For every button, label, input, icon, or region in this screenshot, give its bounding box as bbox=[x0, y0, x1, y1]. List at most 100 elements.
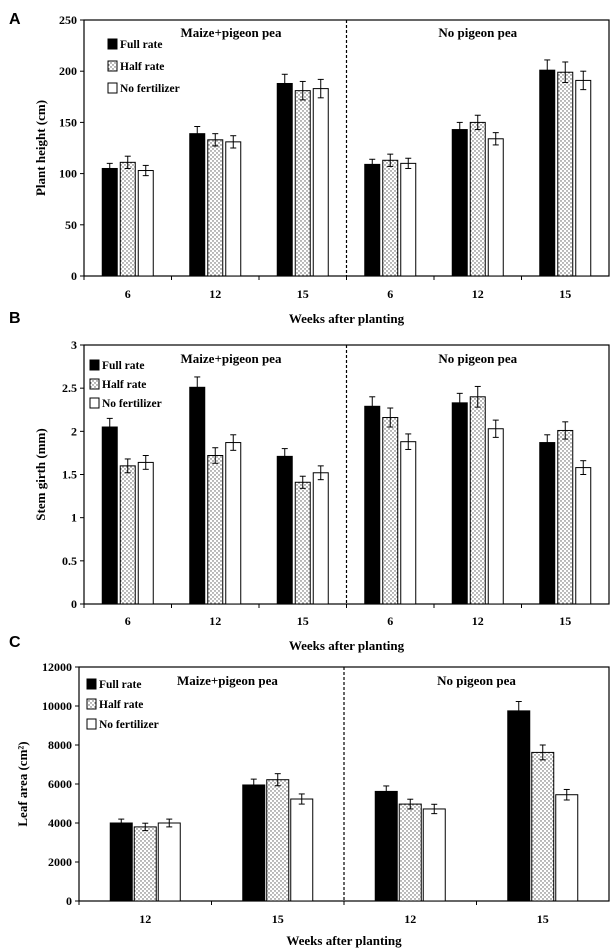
legend-label: Full rate bbox=[120, 39, 162, 51]
bar-no-fertilizer bbox=[137, 461, 154, 605]
y-tick-label: 4000 bbox=[48, 816, 72, 830]
legend-label: No fertilizer bbox=[99, 719, 159, 731]
panel-c: C 0 2000 4000 6000 8000 10000 12000 Leaf area (c… bbox=[9, 634, 610, 948]
bar-full-rate bbox=[109, 822, 133, 902]
y-tick-label: 200 bbox=[59, 64, 77, 78]
x-tick-label: 6 bbox=[125, 614, 131, 628]
y-tick-label: 2 bbox=[71, 424, 77, 438]
x-axis-title: Weeks after planting bbox=[289, 311, 405, 326]
x-tick-label: 6 bbox=[125, 287, 131, 301]
bar-half-rate bbox=[557, 429, 574, 605]
bar-full-rate bbox=[507, 710, 531, 902]
group-title: Maize+pigeon pea bbox=[181, 25, 282, 40]
bar-no-fertilizer bbox=[487, 138, 504, 277]
bar-no-fertilizer bbox=[487, 428, 504, 605]
bar-full-rate bbox=[101, 167, 118, 277]
bar-no-fertilizer bbox=[400, 441, 417, 605]
panel-letter: B bbox=[9, 310, 21, 327]
bar-full-rate bbox=[539, 69, 556, 277]
bar-no-fertilizer bbox=[312, 88, 329, 277]
bar-no-fertilizer bbox=[575, 467, 592, 605]
legend-label: Half rate bbox=[102, 379, 146, 391]
x-tick-label: 15 bbox=[297, 614, 309, 628]
x-tick-label: 6 bbox=[387, 614, 393, 628]
bar-full-rate bbox=[189, 386, 206, 605]
y-tick-label: 1.5 bbox=[62, 468, 77, 482]
legend-label: No fertilizer bbox=[102, 398, 162, 410]
group-title: No pigeon pea bbox=[437, 673, 516, 688]
legend-label: No fertilizer bbox=[120, 83, 180, 95]
bar-half-rate bbox=[294, 481, 311, 605]
bar-half-rate bbox=[469, 121, 486, 277]
bar-no-fertilizer bbox=[400, 162, 417, 277]
bar-full-rate bbox=[451, 129, 468, 277]
bar-half-rate bbox=[557, 71, 574, 277]
bar-no-fertilizer bbox=[575, 79, 592, 277]
bar-half-rate bbox=[469, 396, 486, 605]
panel-b: B 0 0.5 1 1.5 2 2.5 3 Stem girth (mm) Weeks after… bbox=[9, 310, 610, 653]
y-axis-title: Stem girth (mm) bbox=[33, 428, 48, 520]
group-title: Maize+pigeon pea bbox=[177, 673, 278, 688]
legend-label: Half rate bbox=[120, 61, 164, 73]
bar-half-rate bbox=[207, 455, 224, 605]
y-tick-label: 100 bbox=[59, 167, 77, 181]
bar-half-rate bbox=[119, 161, 136, 277]
legend-swatch bbox=[107, 38, 118, 50]
x-tick-label: 12 bbox=[472, 614, 484, 628]
legend-swatch bbox=[86, 718, 97, 730]
bar-no-fertilizer bbox=[157, 822, 181, 902]
bar-half-rate bbox=[398, 803, 422, 902]
y-tick-label: 50 bbox=[65, 218, 77, 232]
bar-half-rate bbox=[382, 159, 399, 277]
legend-swatch bbox=[89, 359, 100, 371]
legend-label: Full rate bbox=[99, 679, 141, 691]
bar-full-rate bbox=[539, 442, 556, 605]
y-tick-label: 10000 bbox=[42, 699, 72, 713]
bar-full-rate bbox=[374, 790, 398, 902]
legend-swatch bbox=[89, 378, 100, 390]
bar-half-rate bbox=[266, 779, 290, 902]
x-tick-label: 12 bbox=[404, 912, 416, 926]
y-tick-label: 2000 bbox=[48, 855, 72, 869]
bar-half-rate bbox=[294, 90, 311, 277]
x-tick-label: 15 bbox=[272, 912, 284, 926]
bar-no-fertilizer bbox=[290, 798, 314, 902]
legend-swatch bbox=[89, 397, 100, 409]
x-tick-label: 15 bbox=[559, 287, 571, 301]
bar-no-fertilizer bbox=[225, 442, 242, 605]
x-tick-label: 12 bbox=[472, 287, 484, 301]
bar-no-fertilizer bbox=[312, 472, 329, 605]
bar-half-rate bbox=[382, 417, 399, 605]
y-tick-label: 1 bbox=[71, 511, 77, 525]
x-axis-title: Weeks after planting bbox=[286, 933, 402, 948]
bar-full-rate bbox=[276, 455, 293, 605]
y-tick-label: 8000 bbox=[48, 738, 72, 752]
panel-letter: A bbox=[9, 11, 21, 28]
group-title: No pigeon pea bbox=[438, 351, 517, 366]
bar-full-rate bbox=[189, 133, 206, 277]
x-axis-title: Weeks after planting bbox=[289, 638, 405, 653]
group-title: Maize+pigeon pea bbox=[181, 351, 282, 366]
legend-swatch bbox=[107, 60, 118, 72]
panel-a: A 0 50 100 150 200 250 Plant height (cm) Weeks a… bbox=[9, 11, 610, 326]
y-tick-label: 6000 bbox=[48, 777, 72, 791]
y-tick-label: 0 bbox=[66, 894, 72, 908]
bar-full-rate bbox=[276, 82, 293, 277]
legend-label: Full rate bbox=[102, 360, 144, 372]
x-tick-label: 6 bbox=[387, 287, 393, 301]
legend-swatch bbox=[107, 82, 118, 94]
bar-no-fertilizer bbox=[555, 794, 579, 902]
x-tick-label: 12 bbox=[209, 287, 221, 301]
legend-swatch bbox=[86, 698, 97, 710]
x-tick-label: 15 bbox=[297, 287, 309, 301]
y-axis-title: Leaf area (cm²) bbox=[15, 741, 30, 826]
legend-swatch bbox=[86, 678, 97, 690]
bar-half-rate bbox=[119, 465, 136, 605]
bar-full-rate bbox=[364, 163, 381, 277]
bar-half-rate bbox=[207, 139, 224, 277]
panel-letter: C bbox=[9, 634, 21, 651]
bar-half-rate bbox=[133, 826, 157, 902]
y-tick-label: 0 bbox=[71, 269, 77, 283]
x-tick-label: 15 bbox=[559, 614, 571, 628]
